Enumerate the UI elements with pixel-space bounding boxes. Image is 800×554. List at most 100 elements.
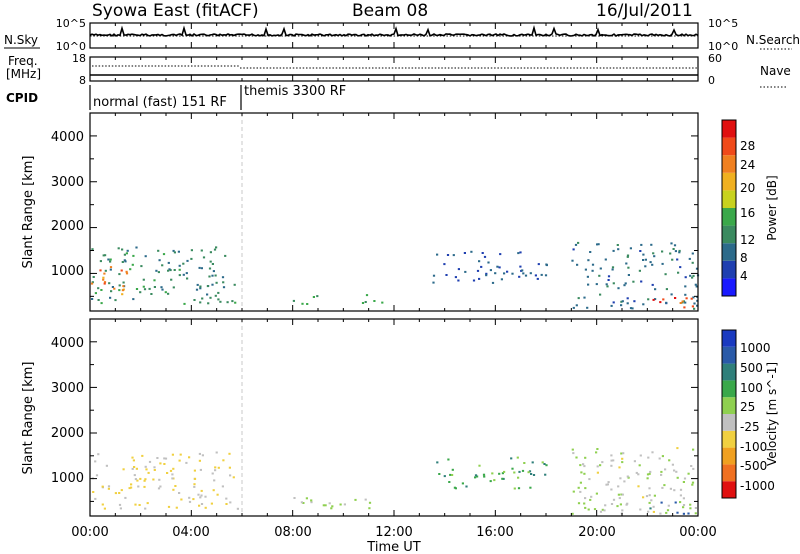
data-cell: [695, 267, 699, 270]
data-cell: [109, 296, 112, 299]
data-cell: [679, 494, 682, 497]
data-cell: [214, 466, 217, 469]
nsky-label: N.Sky: [4, 33, 38, 47]
data-cell: [474, 476, 477, 479]
data-cell: [135, 288, 139, 290]
data-cell: [188, 456, 191, 459]
data-cell: [665, 511, 668, 514]
data-cell: [670, 242, 673, 245]
data-cell: [198, 504, 201, 507]
data-cell: [361, 302, 365, 304]
data-cell: [454, 487, 457, 490]
data-cell: [185, 461, 188, 464]
data-cell: [207, 302, 210, 305]
data-cell: [107, 487, 110, 490]
data-cell: [144, 465, 147, 468]
data-cell: [675, 470, 678, 473]
xtick-2400: 00:00: [679, 525, 716, 540]
data-cell: [200, 249, 203, 252]
power-cbar-tick-4: 4: [740, 269, 748, 283]
colorbar-swatch: [722, 155, 736, 173]
data-cell: [648, 472, 651, 475]
data-cell: [601, 508, 604, 511]
data-cell: [517, 252, 520, 255]
noise-sky-trace: [89, 25, 699, 37]
data-cell: [603, 509, 606, 512]
data-cell: [598, 274, 601, 277]
data-cell: [595, 283, 598, 286]
data-cell: [198, 452, 201, 455]
data-cell: [607, 279, 610, 281]
data-cell: [445, 274, 448, 276]
data-cell: [449, 473, 452, 476]
data-cell: [373, 300, 376, 302]
data-cell: [152, 478, 155, 481]
data-cell: [529, 486, 532, 489]
data-cell: [626, 502, 629, 505]
data-cell: [192, 498, 195, 501]
data-cell: [639, 508, 642, 511]
data-cell: [579, 490, 582, 493]
data-cell: [683, 306, 686, 309]
data-cell: [618, 466, 621, 469]
data-cell: [616, 244, 619, 246]
velocity-ytick-4000: 4000: [51, 336, 84, 351]
data-cell: [595, 451, 598, 454]
data-cell: [100, 289, 103, 291]
data-cell: [316, 295, 319, 298]
data-cell: [584, 506, 587, 509]
data-cell: [521, 469, 525, 472]
data-cell: [671, 258, 674, 261]
data-cell: [436, 253, 439, 256]
data-cell: [302, 502, 305, 504]
data-cell: [354, 498, 357, 501]
data-cell: [584, 497, 587, 500]
data-cell: [621, 461, 624, 464]
data-cell: [210, 502, 213, 505]
xtick-1600: 16:00: [476, 525, 513, 540]
data-cell: [175, 506, 178, 509]
data-cell: [163, 457, 166, 460]
data-cell: [523, 462, 526, 464]
data-cell: [139, 291, 142, 294]
data-cell: [137, 485, 140, 488]
colorbar-swatch: [722, 190, 736, 208]
data-cell: [612, 301, 615, 304]
data-cell: [537, 263, 540, 266]
data-cell: [143, 479, 146, 482]
data-cell: [682, 300, 685, 303]
cpid-label: CPID: [6, 91, 38, 105]
data-cell: [364, 498, 367, 501]
data-cell: [104, 254, 107, 257]
data-cell: [103, 272, 106, 275]
data-cell: [544, 473, 547, 476]
data-cell: [167, 505, 171, 508]
data-cell: [476, 475, 479, 478]
data-cell: [188, 496, 191, 499]
data-cell: [632, 280, 635, 283]
data-cell: [517, 487, 521, 490]
station-title: Syowa East (fitACF): [92, 1, 259, 21]
data-cell: [204, 495, 207, 498]
data-cell: [651, 263, 654, 266]
data-cell: [642, 259, 645, 261]
data-cell: [199, 301, 202, 304]
data-cell: [625, 262, 628, 265]
data-cell: [159, 462, 162, 465]
data-cell: [673, 244, 677, 247]
data-cell: [631, 307, 634, 310]
data-cell: [310, 501, 313, 504]
data-cell: [541, 461, 544, 464]
data-cell: [654, 288, 657, 291]
data-cell: [637, 485, 640, 488]
data-cell: [199, 287, 202, 290]
data-cell: [683, 477, 687, 480]
data-cell: [529, 272, 532, 275]
data-cell: [206, 285, 209, 288]
power-cbar-tick-28: 28: [740, 139, 755, 153]
data-cell: [587, 508, 590, 511]
data-cell: [648, 487, 651, 490]
data-cell: [545, 264, 548, 267]
data-cell: [480, 265, 483, 268]
data-cell: [190, 249, 193, 252]
